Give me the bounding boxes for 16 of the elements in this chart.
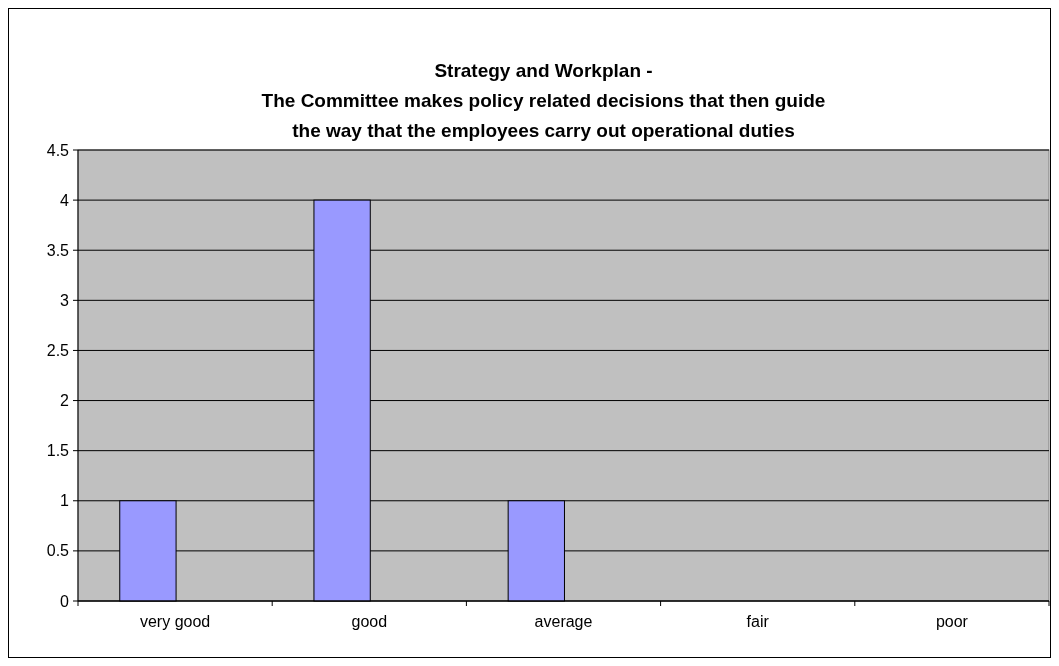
x-tick-label: fair: [746, 613, 770, 630]
y-tick-label: 4: [60, 191, 70, 209]
y-tick-label: 1: [60, 492, 70, 510]
y-tick-label: 3: [60, 291, 70, 309]
y-tick-label: 3.5: [46, 241, 70, 259]
x-tick-label: poor: [935, 613, 969, 630]
y-tick-label: 0: [60, 592, 70, 610]
chart-title: Strategy and Workplan - The Committee makes policy related decisions that then guide the way that the employees carry out operational duties: [261, 60, 826, 141]
x-tick-label: very good: [139, 613, 211, 630]
x-tick-label: good: [351, 613, 388, 630]
x-tick-label: average: [534, 613, 593, 630]
y-tick-label: 2.5: [46, 342, 70, 360]
y-tick-label: 1.5: [46, 442, 70, 460]
y-tick-label: 4.5: [46, 141, 70, 159]
y-tick-label: 0.5: [46, 542, 70, 560]
y-tick-label: 2: [60, 392, 70, 410]
